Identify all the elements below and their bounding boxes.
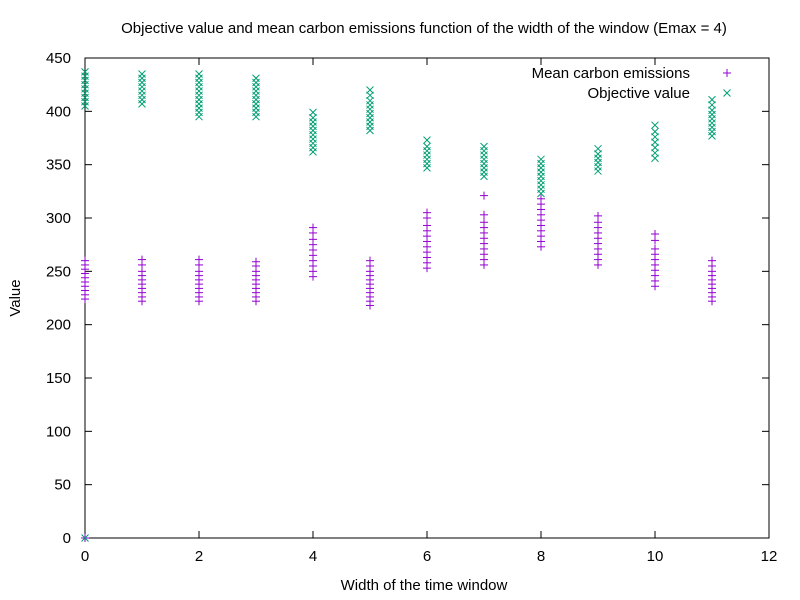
y-tick-label: 200: [46, 317, 71, 334]
x-tick-label: 6: [423, 548, 431, 565]
data-point: [252, 74, 260, 83]
x-tick-label: 4: [309, 548, 317, 565]
x-tick-label: 0: [81, 548, 89, 565]
y-tick-label: 100: [46, 423, 71, 440]
y-tick-label: 250: [46, 263, 71, 280]
data-point: [138, 70, 146, 78]
data-point: [480, 210, 488, 219]
legend: Mean carbon emissions Objective value: [532, 65, 731, 102]
data-point: [480, 191, 488, 200]
y-tick-label: 450: [46, 50, 71, 67]
x-axis-title: Width of the time window: [341, 577, 508, 594]
data-point: [480, 218, 488, 227]
data-point: [252, 257, 260, 266]
data-point: [537, 194, 545, 203]
data-point: [423, 221, 431, 230]
data-point: [708, 95, 716, 104]
data-point: [708, 256, 716, 265]
chart-title: Objective value and mean carbon emission…: [121, 20, 727, 37]
y-tick-label: 350: [46, 157, 71, 174]
y-tick-label: 150: [46, 370, 71, 387]
data-point: [594, 144, 602, 153]
data-point: [138, 255, 146, 264]
data-point: [309, 108, 317, 117]
y-tick-label: 300: [46, 210, 71, 227]
data-point: [195, 70, 203, 78]
data-point: [423, 208, 431, 217]
x-axis-ticks: 0 2 4 6 8 10 12: [81, 58, 778, 565]
x-tick-label: 8: [537, 548, 545, 565]
legend-marker: [723, 69, 731, 77]
data-point: [651, 127, 659, 136]
y-tick-label: 400: [46, 103, 71, 120]
data-point: [366, 86, 374, 94]
data-point: [651, 121, 659, 130]
data-point: [81, 68, 89, 76]
x-tick-label: 10: [647, 548, 664, 565]
legend-label: Objective value: [587, 85, 690, 102]
data-point: [480, 142, 488, 151]
y-axis-title: Value: [7, 279, 24, 316]
data-point: [423, 142, 431, 151]
data-point: [594, 211, 602, 220]
x-tick-label: 2: [195, 548, 203, 565]
data-point: [195, 255, 203, 264]
data-point: [651, 230, 659, 238]
series-objective-value: [81, 68, 716, 542]
plot-frame: [84, 57, 770, 539]
data-point: [423, 136, 431, 144]
data-point: [309, 223, 317, 232]
legend-label: Mean carbon emissions: [532, 65, 690, 82]
series-mean-carbon-emissions: [81, 191, 716, 542]
y-tick-label: 0: [63, 530, 71, 547]
data-point: [81, 256, 89, 265]
x-tick-label: 12: [761, 548, 778, 565]
data-point: [366, 256, 374, 265]
data-point: [537, 155, 545, 164]
legend-marker: [723, 89, 731, 97]
plot-border: [84, 57, 770, 539]
y-axis-ticks: 0 50 100 150 200 250 300 350 400 450: [46, 50, 769, 547]
y-tick-label: 50: [54, 477, 71, 494]
data-point: [81, 534, 89, 542]
series-layer: [81, 68, 716, 542]
data-point: [651, 244, 659, 253]
